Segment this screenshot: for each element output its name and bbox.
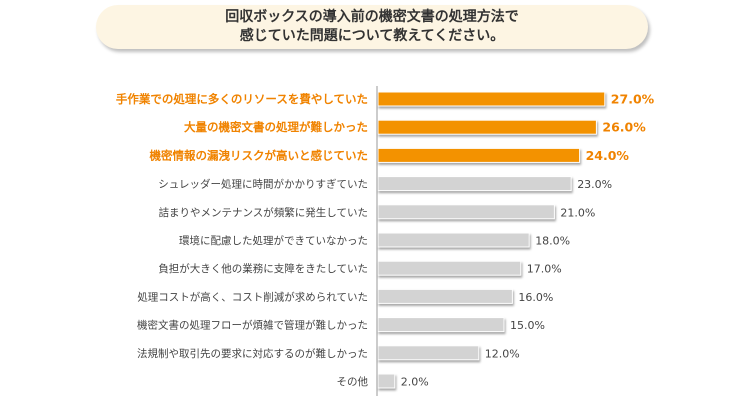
bar [377,345,480,361]
category-label: 大量の機密文書の処理が難しかった [184,120,368,134]
value-label: 15.0% [510,319,545,332]
category-label: 機密情報の漏洩リスクが高いと感じていた [150,148,369,162]
value-label: 12.0% [485,347,520,360]
category-label: その他 [337,375,369,388]
bar [377,260,522,276]
bar [377,119,597,135]
value-label: 18.0% [535,235,570,248]
bar [377,204,555,220]
bar [377,317,505,333]
category-label: 詰まりやメンテナンスが頻繁に発生していた [159,206,368,219]
value-label: 27.0% [611,92,655,107]
category-label: 負担が大きく他の業務に支障をきたしていた [158,262,368,275]
bar [377,147,581,163]
chart-title-line-1: 回収ボックスの導入前の機密文書の処理方法で [225,9,519,25]
value-label: 21.0% [560,206,595,219]
category-label: 環境に配慮した処理ができていなかった [179,234,368,247]
bar [377,91,606,107]
category-label: シュレッダー処理に時間がかかりすぎていた [158,178,368,191]
value-label: 2.0% [401,376,429,389]
value-label: 23.0% [577,178,612,191]
value-label: 26.0% [602,120,646,135]
category-label: 手作業での処理に多くのリソースを費やしていた [116,92,368,106]
bar [377,176,572,192]
value-label: 24.0% [586,148,630,163]
category-label: 機密文書の処理フローが煩雑で管理が難しかった [137,319,368,332]
bar [377,373,396,389]
value-label: 17.0% [527,263,562,276]
category-label: 処理コストが高く、コスト削減が求められていた [137,290,368,303]
chart-title-line-2: 感じていた問題について教えてください。 [239,28,505,44]
chart-title: 回収ボックスの導入前の機密文書の処理方法で 感じていた問題について教えてください… [96,5,648,49]
category-label: 法規制や取引先の要求に対応するのが難しかった [137,347,368,360]
value-label: 16.0% [518,291,553,304]
bar [377,232,530,248]
bar [377,288,513,304]
